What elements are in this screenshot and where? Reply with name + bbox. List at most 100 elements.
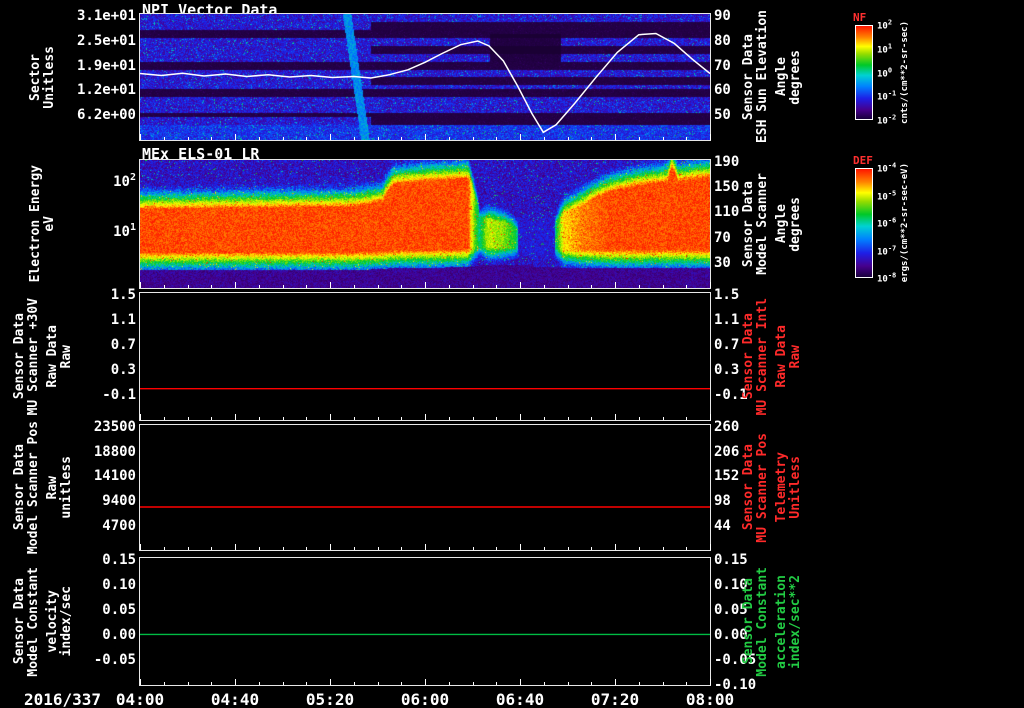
x-axis-tick <box>567 285 569 288</box>
x-axis-tick <box>235 414 236 420</box>
y-tick-label-left: 0.00 <box>102 627 136 644</box>
y-axis-title-left-line: Raw <box>58 344 74 369</box>
y-axis-title-left-line: Unitless <box>42 45 57 109</box>
x-axis-tick <box>163 417 165 420</box>
x-axis-tick <box>496 682 498 685</box>
x-axis-tick <box>662 417 664 420</box>
x-axis-tick <box>330 414 331 420</box>
x-axis-tick <box>187 417 189 420</box>
y-axis-title-right: Sensor Data MU Scanner Intl Raw Data Raw <box>737 293 807 420</box>
x-axis-tick <box>258 137 260 140</box>
x-axis-tick <box>638 417 640 420</box>
y-axis-title-left-line: Model Scanner Pos <box>25 420 41 555</box>
x-axis-tick <box>496 547 498 550</box>
x-axis-tick <box>686 547 688 550</box>
npi-heatmap <box>140 14 710 140</box>
x-axis-tick <box>662 285 664 288</box>
y-tick-label-right: 0.05 <box>714 602 748 619</box>
x-tick-label-2: 05:20 <box>305 690 355 708</box>
x-axis-tick <box>258 417 260 420</box>
x-axis-tick <box>615 282 616 288</box>
x-axis-tick <box>662 547 664 550</box>
x-tick-label-4: 06:40 <box>495 690 545 708</box>
model-constant-velocity-line-svg <box>140 633 710 636</box>
y-axis-title-left-line: eV <box>42 216 57 232</box>
y-tick-label-right: 190 <box>714 154 740 171</box>
y-tick-label-right: -0.05 <box>714 652 757 669</box>
colorbar-tick-label: 102 <box>877 18 893 32</box>
y-tick-label-left: -0.05 <box>93 652 136 669</box>
y-tick-label-left: 0.05 <box>102 602 136 619</box>
y-tick-label-right: 0.15 <box>714 552 748 569</box>
y-tick-label-right: 44 <box>714 517 731 534</box>
x-axis-tick <box>140 544 141 550</box>
y-tick-label-right: 1.5 <box>714 287 740 304</box>
x-axis-tick <box>282 285 284 288</box>
x-axis-tick <box>258 285 260 288</box>
x-axis-tick <box>710 134 711 140</box>
y-tick-label-left: 14100 <box>93 468 136 485</box>
y-tick-label-right: 0.3 <box>714 362 740 379</box>
y-axis-title-right-line: Telemetry <box>773 452 789 523</box>
x-axis-tick <box>615 414 616 420</box>
y-axis-title-right-line: Raw Data <box>773 325 789 388</box>
x-axis-tick <box>306 285 308 288</box>
x-axis-tick <box>567 682 569 685</box>
y-axis-title-right: Sensor Data ESH Sun Elevation Angle degrees <box>737 10 807 143</box>
y-axis-title-left-line: velocity <box>44 590 60 653</box>
x-axis-tick <box>187 137 189 140</box>
def-colorbar <box>855 168 873 278</box>
x-axis-tick <box>163 547 165 550</box>
colorbar-tick-label: 101 <box>877 42 893 56</box>
y-tick-label-left: 1.2e+01 <box>76 82 136 99</box>
x-axis-tick <box>686 285 688 288</box>
y-tick-label-right: -0.10 <box>714 677 757 694</box>
y-axis-title-left-line: Model Constant <box>25 566 41 677</box>
x-axis-tick <box>330 679 331 685</box>
y-tick-label-left: 0.7 <box>110 337 136 354</box>
y-axis-title-right-line: Sensor Data <box>740 444 756 531</box>
y-tick-label-right: 70 <box>714 57 731 74</box>
x-axis-tick <box>425 414 426 420</box>
x-axis-tick <box>211 682 213 685</box>
x-axis-tick <box>567 547 569 550</box>
x-axis-tick <box>401 137 403 140</box>
y-axis-title-right-line: Raw <box>787 344 803 369</box>
x-axis-tick <box>377 417 379 420</box>
colorbar-tick-label: 10-4 <box>877 161 897 175</box>
x-axis-tick <box>187 547 189 550</box>
y-axis-title-left-line: Sensor Data <box>11 578 27 665</box>
x-axis-tick <box>282 417 284 420</box>
x-axis-tick <box>615 134 616 140</box>
colorbar-unit: cnts/(cm**2-sr-sec) <box>897 19 913 126</box>
x-axis-tick <box>401 417 403 420</box>
y-tick-label-right: 80 <box>714 32 731 49</box>
x-axis-tick <box>353 547 355 550</box>
y-axis-title-left-line: Sensor Data <box>11 444 27 531</box>
y-tick-label-left: 0.15 <box>102 552 136 569</box>
x-axis-tick <box>448 137 450 140</box>
x-axis-tick <box>520 544 521 550</box>
x-axis-tick <box>638 285 640 288</box>
x-axis-tick <box>425 282 426 288</box>
y-tick-label-left: 4700 <box>102 517 136 534</box>
x-axis-tick <box>567 137 569 140</box>
npi-spectrogram-panel <box>139 13 711 141</box>
y-tick-label-left: 9400 <box>102 492 136 509</box>
x-axis-tick <box>211 137 213 140</box>
date-label: 2016/337 <box>24 690 102 708</box>
model-scanner-pos-line-svg <box>140 506 710 508</box>
x-axis-tick <box>377 285 379 288</box>
x-axis-tick <box>163 682 165 685</box>
x-axis-tick <box>520 134 521 140</box>
y-tick-label-right: 30 <box>714 254 731 271</box>
y-axis-title-left: Sector Unitless <box>6 14 80 140</box>
y-tick-label-right: 98 <box>714 492 731 509</box>
y-axis-title-right-line: Angle <box>773 204 789 244</box>
y-axis-title-right-line: degrees <box>787 49 803 105</box>
colorbar-unit: ergs/(cm**2-sr-sec-eV) <box>897 162 913 284</box>
x-axis-tick <box>330 282 331 288</box>
x-axis-tick <box>235 679 236 685</box>
x-tick-label-6: 08:00 <box>685 690 735 708</box>
y-tick-label-right: 90 <box>714 8 731 25</box>
